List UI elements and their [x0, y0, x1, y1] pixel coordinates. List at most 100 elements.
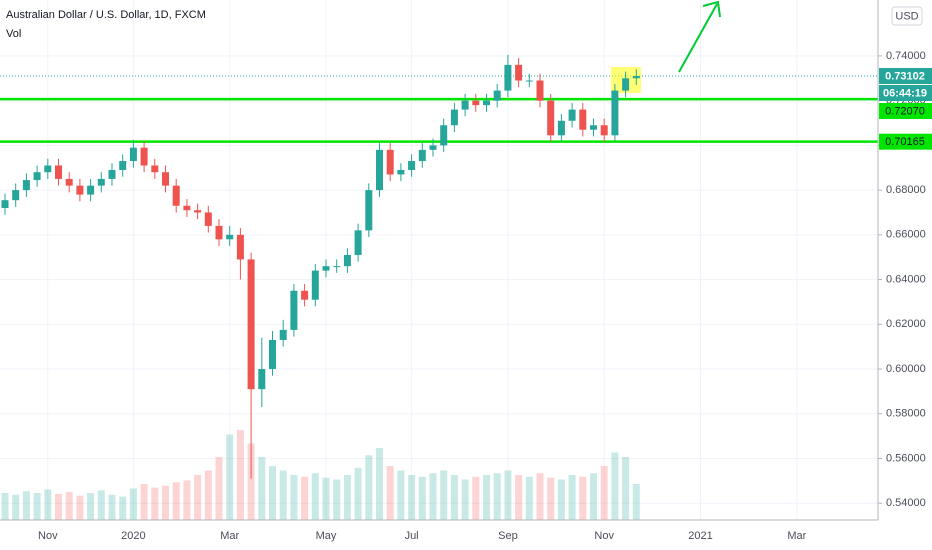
- candle-body: [269, 339, 276, 370]
- volume-bar: [590, 473, 597, 520]
- volume-bar: [162, 485, 169, 520]
- candle-body: [354, 230, 362, 255]
- volume-bar: [365, 455, 373, 520]
- candle-body: [515, 64, 523, 81]
- volume-bar: [333, 479, 341, 520]
- candle-body: [333, 266, 341, 268]
- volume-bar: [140, 484, 148, 520]
- volume-bar: [493, 473, 501, 520]
- x-tick-label: Nov: [594, 530, 614, 542]
- candle-body: [279, 329, 287, 340]
- candle-body: [140, 147, 148, 166]
- candle-body: [472, 100, 480, 106]
- volume-bar: [269, 466, 276, 520]
- axes: 0.54000 0.56000 0.58000 0.60000 0.62000 0.640…: [38, 50, 926, 542]
- candle-body: [568, 109, 576, 121]
- level-badge-bg: [879, 102, 932, 119]
- candle-body: [172, 185, 180, 206]
- chart-title: Australian Dollar / U.S. Dollar, 1D, FXC…: [6, 9, 206, 21]
- y-tick-label: 0.56000: [886, 452, 926, 464]
- volume-bar: [536, 473, 544, 520]
- candle-body: [525, 80, 533, 82]
- volume-bar: [600, 466, 608, 520]
- volume-bar: [183, 480, 191, 520]
- candle-body: [376, 149, 383, 191]
- volume-bar: [172, 482, 180, 520]
- volume-bar: [12, 494, 20, 520]
- y-tick-label: 0.58000: [886, 408, 926, 420]
- candle-body: [590, 125, 597, 130]
- volume-bar: [226, 434, 234, 520]
- volume-bar: [397, 470, 405, 520]
- candle-body: [119, 161, 127, 170]
- volume-bar: [568, 475, 576, 520]
- level-badge-bg: [879, 133, 932, 150]
- plot: [0, 75, 878, 143]
- countdown-badge-bg: [879, 84, 932, 101]
- volume-bar: [429, 473, 437, 520]
- volume-bar: [483, 475, 490, 520]
- countdown-badge: 06:44:19: [883, 87, 927, 99]
- candle-body: [483, 100, 490, 106]
- candle-body: [204, 212, 212, 226]
- candle-body: [557, 120, 565, 136]
- volume-bar: [354, 467, 362, 520]
- volume-bar: [22, 491, 30, 520]
- candle-body: [290, 290, 298, 330]
- candle-body: [226, 234, 234, 240]
- candle-body: [536, 80, 544, 101]
- grid: [0, 0, 878, 520]
- volume-bar: [440, 470, 448, 520]
- volume-bar: [450, 475, 458, 520]
- volume-bar: [408, 475, 416, 520]
- x-tick-label: Jul: [405, 530, 419, 542]
- candle-body: [55, 165, 62, 179]
- volume-bar: [194, 475, 202, 520]
- volume-bar: [76, 495, 84, 520]
- currency-button[interactable]: [891, 6, 923, 26]
- candle-body: [151, 165, 159, 173]
- candle-body: [247, 259, 255, 390]
- volume-bar: [1, 493, 9, 520]
- x-tick-label: 2021: [688, 530, 712, 542]
- y-tick-label: 0.74000: [886, 50, 926, 62]
- candle-body: [108, 169, 116, 179]
- volume-bar: [247, 443, 255, 520]
- volume-bar: [44, 489, 52, 520]
- candle-body: [12, 190, 20, 201]
- candle-body: [504, 64, 512, 91]
- candle-body: [311, 270, 319, 300]
- y-tick-label: 0.68000: [886, 184, 926, 196]
- volume-label: Vol: [6, 28, 21, 40]
- candle-body: [322, 266, 330, 271]
- volume-bar: [504, 470, 512, 520]
- volume-bar: [151, 487, 159, 520]
- arrow-head: [702, 0, 721, 18]
- candle-body: [87, 185, 95, 195]
- volume-bar: [472, 476, 480, 520]
- volume-bar: [290, 475, 298, 520]
- candle-body: [1, 200, 9, 208]
- candle-body: [162, 172, 169, 186]
- volume-bar: [311, 473, 319, 520]
- volume-bar: [547, 477, 555, 520]
- candle-body: [397, 169, 405, 175]
- y-tick-label: 0.62000: [886, 318, 926, 330]
- volume-pane: [1, 430, 640, 520]
- level-badge: 0.70165: [885, 136, 925, 148]
- candle-body: [600, 125, 608, 136]
- volume-bar: [632, 484, 640, 520]
- candle-body: [611, 90, 619, 136]
- volume-bar: [611, 452, 619, 520]
- candle-body: [215, 225, 223, 240]
- candle-body: [183, 205, 191, 211]
- currency-label[interactable]: USD: [895, 10, 918, 22]
- y-tick-label: 0.54000: [886, 497, 926, 509]
- candle-body: [365, 190, 373, 231]
- x-tick-label: Mar: [220, 530, 239, 542]
- candle-body: [493, 90, 501, 101]
- candles: [1, 54, 640, 479]
- candle-body: [632, 76, 640, 79]
- candle-body: [429, 145, 437, 150]
